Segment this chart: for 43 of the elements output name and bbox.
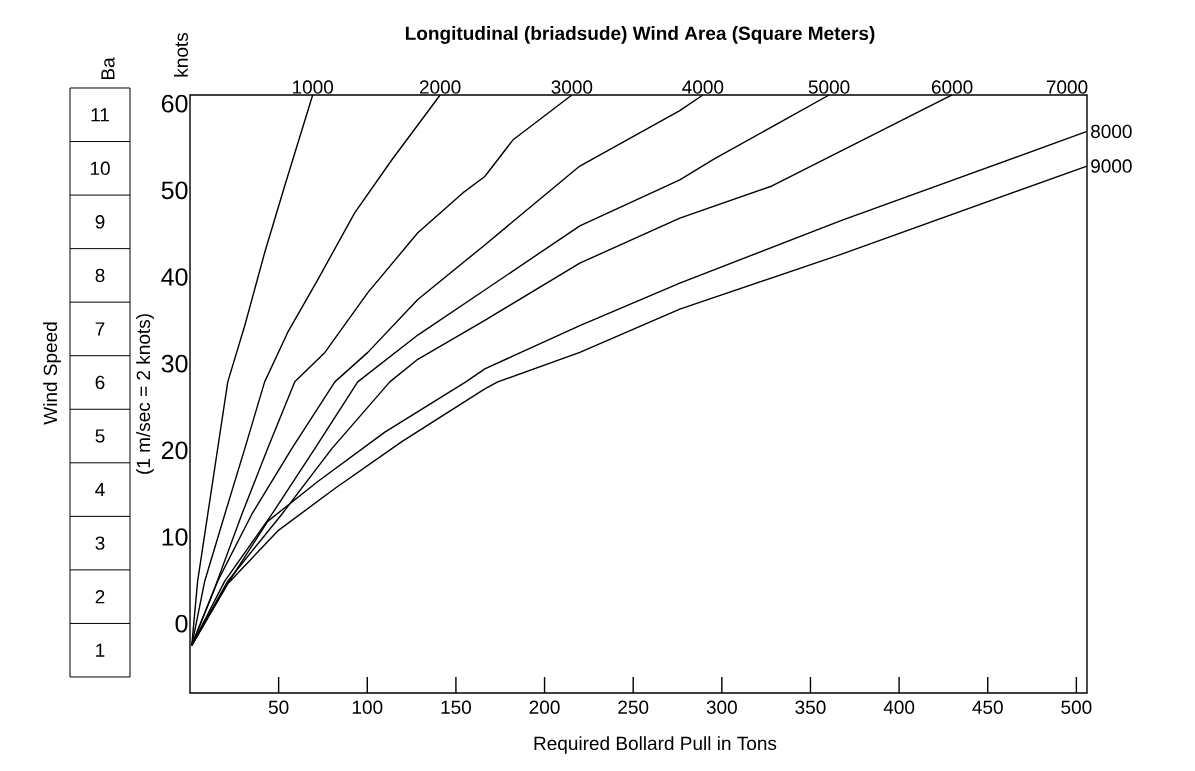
- x-tick-label: 50: [268, 700, 289, 714]
- text: (1 m/sec = 2 knots): [136, 314, 154, 474]
- series-label: 6000: [931, 80, 973, 94]
- text: knots: [174, 32, 188, 77]
- text: 7: [95, 322, 105, 336]
- y-tick-label: 10: [162, 528, 188, 546]
- series-label: 3000: [551, 80, 593, 94]
- series-label: 5000: [808, 80, 850, 94]
- series-label: 8000: [1091, 124, 1132, 139]
- text: 8: [95, 268, 105, 283]
- text: 4: [95, 483, 105, 497]
- x-tick-label: 350: [795, 700, 826, 714]
- text: 10: [90, 161, 110, 176]
- x-tick-label: 450: [972, 700, 1003, 714]
- x-tick-label: 400: [883, 700, 915, 714]
- x-tick-label: 300: [706, 700, 737, 714]
- y-tick-label: 20: [161, 441, 188, 460]
- text: 7000: [1046, 80, 1088, 94]
- y-tick-label: 40: [161, 268, 188, 286]
- text: 3: [95, 536, 105, 550]
- x-tick-label: 500: [1061, 700, 1092, 714]
- series-label: 1000: [292, 80, 334, 94]
- text: 5: [95, 429, 105, 443]
- y-tick-label: 0: [175, 614, 188, 633]
- text: Wind Speed: [43, 322, 61, 425]
- series-label: 9000: [1091, 159, 1132, 173]
- text: 11: [91, 108, 109, 122]
- series-label: 2000: [419, 80, 461, 94]
- text: 6: [95, 375, 105, 390]
- y-tick-label: 30: [161, 354, 188, 373]
- text: Ba: [101, 57, 115, 80]
- x-tick-label: 100: [352, 700, 383, 714]
- y-tick-label: 60: [161, 94, 188, 113]
- x-tick-label: 200: [529, 700, 560, 714]
- y-tick-label: 50: [161, 181, 188, 200]
- series-label: 4000: [682, 80, 724, 94]
- text: 2: [95, 590, 105, 604]
- text: 1: [96, 643, 105, 657]
- x-axis-title: Required Bollard Pull in Tons: [534, 736, 777, 754]
- x-tick-label: 150: [441, 700, 472, 714]
- x-tick-label: 250: [618, 700, 649, 714]
- text: 9: [95, 215, 105, 229]
- chart-title: Longitudinal (briadsude) Wind Area (Square Meters): [405, 26, 875, 44]
